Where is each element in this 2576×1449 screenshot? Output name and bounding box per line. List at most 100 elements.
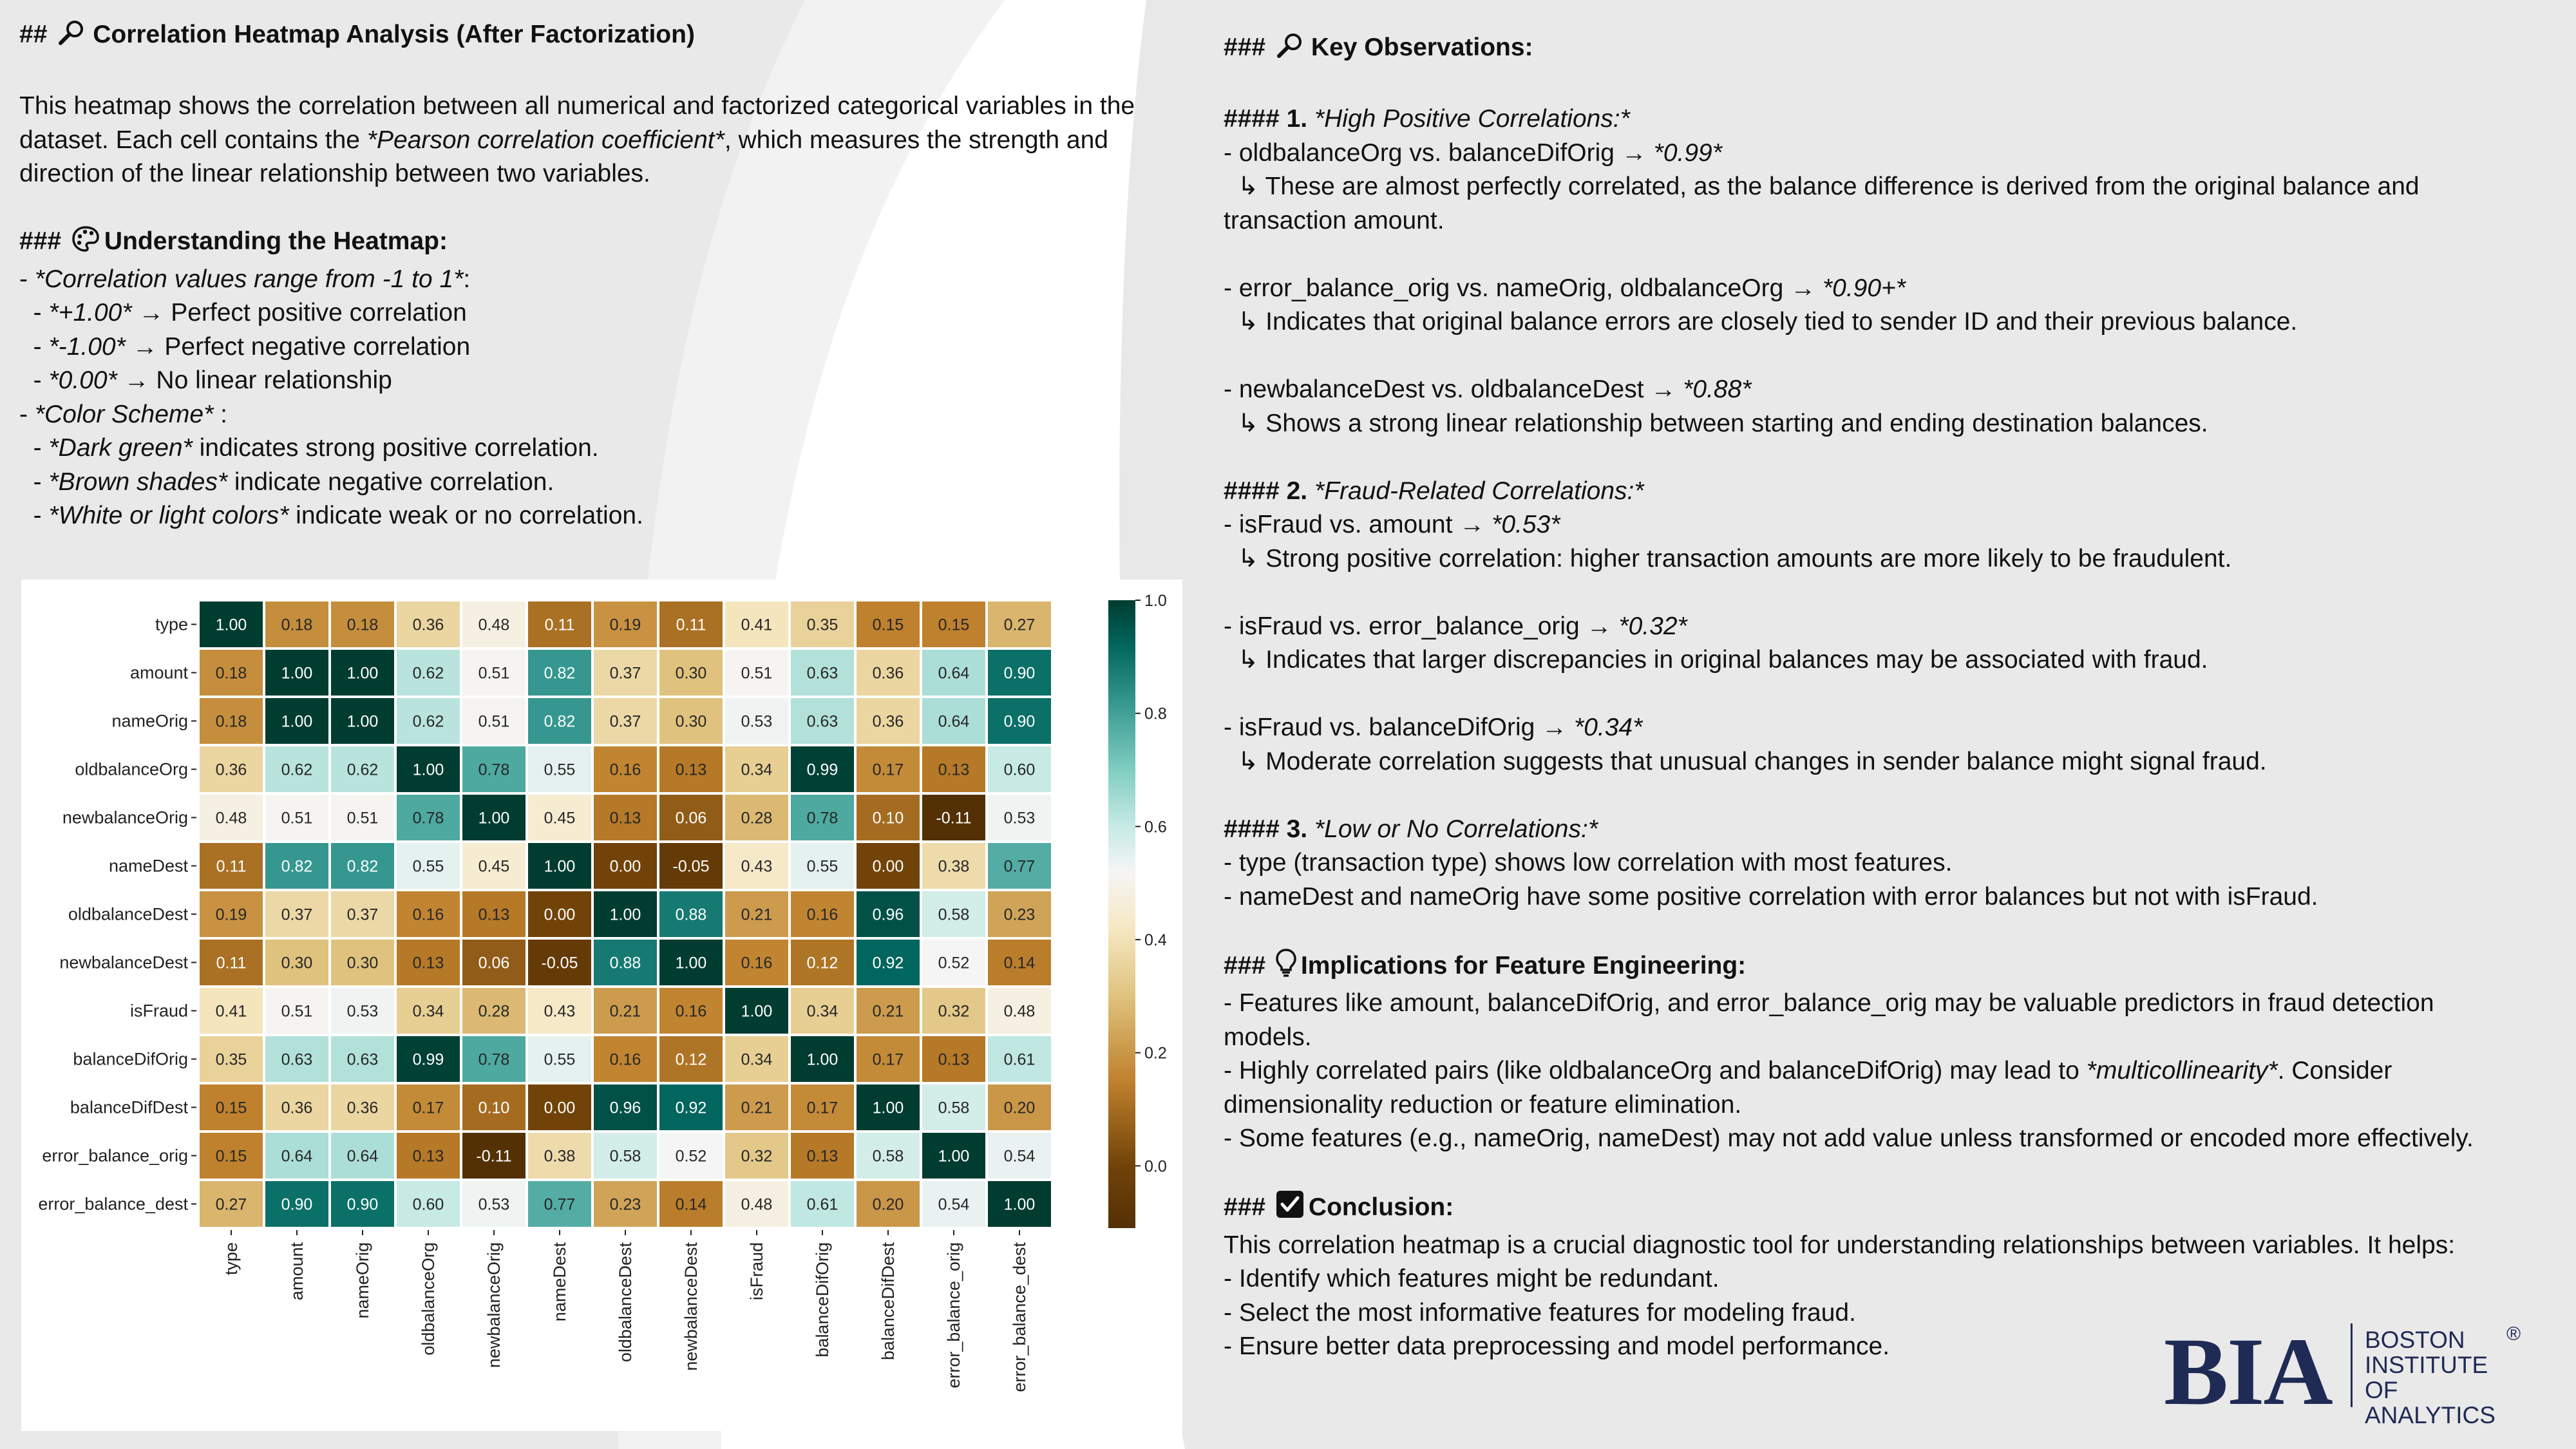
cell-value-label: 0.18 bbox=[216, 713, 247, 731]
cell-value-label: 0.36 bbox=[281, 1099, 313, 1117]
cell-value-label: 0.18 bbox=[347, 616, 379, 634]
cell-value-label: 1.00 bbox=[938, 1148, 970, 1166]
cell-value-label: 0.15 bbox=[216, 1148, 247, 1166]
heatmap-title-line: ## Correlation Heatmap Analysis (After F… bbox=[19, 18, 1191, 56]
conclusion-line-2: - Identify which features might be redun… bbox=[1224, 1265, 1719, 1293]
cell-value-label: 0.36 bbox=[413, 616, 444, 634]
logo-mark: BIA bbox=[2164, 1318, 2333, 1425]
cell-value-label: 0.16 bbox=[413, 906, 444, 924]
heatmap-cell bbox=[657, 599, 725, 650]
heatmap-cell bbox=[985, 744, 1054, 795]
cell-value-label: 0.10 bbox=[478, 1099, 510, 1117]
intro-line-2: dataset. Each cell contains the *Pearson… bbox=[19, 126, 1108, 154]
bullet-plus-one: - *+1.00* → Perfect positive correlation bbox=[19, 299, 467, 327]
x-tick-label: newbalanceOrig bbox=[484, 1242, 504, 1368]
cell-value-label: 0.16 bbox=[610, 1051, 641, 1069]
cell-value-label: 0.21 bbox=[873, 1003, 904, 1021]
conclusion-line-4: - Ensure better data preprocessing and m… bbox=[1224, 1332, 1890, 1360]
cell-value-label: 0.51 bbox=[281, 810, 313, 828]
heatmap-cell bbox=[526, 889, 594, 940]
x-tick-label: oldbalanceDest bbox=[616, 1242, 635, 1363]
s1-item-1-note: ↳ These are almost perfectly correlated,… bbox=[1224, 173, 2420, 200]
y-tick-label: balanceDifOrig bbox=[73, 1050, 188, 1069]
cell-value-label: 0.78 bbox=[807, 810, 838, 828]
cell-value-label: 0.64 bbox=[938, 713, 970, 731]
cell-value-label: 0.51 bbox=[478, 713, 510, 731]
cell-value-label: 1.00 bbox=[347, 665, 379, 683]
bullet-white: - *White or light colors* indicate weak … bbox=[19, 502, 643, 529]
cell-value-label: -0.05 bbox=[542, 954, 578, 972]
cell-value-label: 1.00 bbox=[676, 954, 707, 972]
cell-value-label: 0.62 bbox=[413, 665, 444, 683]
s1-item-3: - newbalanceDest vs. oldbalanceDest → *0… bbox=[1224, 375, 1752, 403]
cell-value-label: 0.78 bbox=[413, 810, 444, 828]
s1-item-2-note: ↳ Indicates that original balance errors… bbox=[1224, 308, 2298, 336]
x-tick-label: oldbalanceOrg bbox=[419, 1242, 438, 1356]
heatmap-cell bbox=[920, 599, 988, 650]
cell-value-label: 0.34 bbox=[807, 1003, 838, 1021]
cell-value-label: 0.53 bbox=[347, 1003, 379, 1021]
cell-value-label: 0.41 bbox=[216, 1003, 247, 1021]
heatmap-cell bbox=[854, 1130, 922, 1181]
cell-value-label: 0.23 bbox=[1004, 906, 1036, 924]
cell-value-label: -0.11 bbox=[476, 1148, 511, 1166]
cell-value-label: 0.00 bbox=[544, 1099, 576, 1117]
cell-value-label: 0.14 bbox=[1004, 954, 1036, 972]
cell-value-label: 0.18 bbox=[281, 616, 313, 634]
heatmap-cell bbox=[788, 647, 857, 698]
heatmap-cell bbox=[263, 1179, 331, 1229]
y-tick-label: nameDest bbox=[109, 857, 189, 876]
cell-value-label: 0.32 bbox=[938, 1003, 970, 1021]
cell-value-label: 0.82 bbox=[544, 665, 576, 683]
heatmap-cell bbox=[723, 1179, 791, 1229]
cell-value-label: 0.36 bbox=[347, 1099, 379, 1117]
heatmap-cell bbox=[328, 1082, 397, 1133]
cell-value-label: 0.96 bbox=[610, 1099, 641, 1117]
heatmap-cell bbox=[328, 840, 397, 891]
cell-value-label: 0.58 bbox=[938, 1099, 970, 1117]
cell-value-label: 0.77 bbox=[1004, 858, 1036, 876]
lightbulb-icon bbox=[1275, 948, 1297, 987]
cell-value-label: 0.38 bbox=[938, 858, 970, 876]
conclusion-line-1: This correlation heatmap is a crucial di… bbox=[1224, 1231, 2456, 1259]
section-2-heading: #### 2. *Fraud-Related Correlations:* bbox=[1224, 477, 1644, 505]
cell-value-label: 0.21 bbox=[741, 1099, 773, 1117]
cell-value-label: -0.11 bbox=[936, 810, 971, 828]
heatmap-cell bbox=[197, 1179, 265, 1229]
heatmap-cell bbox=[394, 1130, 462, 1181]
s1-item-2: - error_balance_orig vs. nameOrig, oldba… bbox=[1224, 274, 1906, 302]
cell-value-label: 0.30 bbox=[676, 713, 707, 731]
cell-value-label: 0.36 bbox=[873, 665, 904, 683]
heatmap-cell bbox=[197, 1082, 265, 1133]
bullet-range: - *Correlation values range from -1 to 1… bbox=[19, 265, 471, 293]
heatmap-cell bbox=[788, 889, 857, 940]
cell-value-label: 0.37 bbox=[610, 665, 641, 683]
heatmap-cell bbox=[854, 985, 922, 1036]
cell-value-label: 0.34 bbox=[741, 1051, 773, 1069]
cell-value-label: -0.05 bbox=[673, 858, 710, 876]
heatmap-cell bbox=[460, 599, 528, 650]
heatmap-cell bbox=[723, 792, 791, 843]
cell-value-label: 0.51 bbox=[281, 1003, 313, 1021]
logo-line-1: BOSTON bbox=[2365, 1327, 2465, 1353]
imp-item-2b: dimensionality reduction or feature elim… bbox=[1224, 1090, 1742, 1119]
cell-value-label: 0.13 bbox=[413, 1148, 444, 1166]
cell-value-label: 0.60 bbox=[1004, 761, 1036, 779]
heatmap-cell bbox=[723, 1130, 791, 1181]
colorbar bbox=[1108, 600, 1135, 1228]
heatmap-cell bbox=[197, 889, 265, 940]
heatmap-cell bbox=[460, 647, 528, 698]
colorbar-tick-label: 0.2 bbox=[1144, 1045, 1167, 1063]
heatmap-cell bbox=[197, 792, 265, 843]
cell-value-label: 0.13 bbox=[938, 1051, 970, 1069]
heatmap-cell bbox=[328, 937, 397, 988]
cell-value-label: 0.06 bbox=[676, 810, 707, 828]
heatmap-title: Correlation Heatmap Analysis (After Fact… bbox=[93, 21, 695, 48]
x-tick-label: amount bbox=[287, 1242, 307, 1301]
x-tick-label: nameDest bbox=[550, 1242, 569, 1322]
cell-value-label: 0.41 bbox=[741, 616, 773, 634]
heatmap-cell bbox=[985, 696, 1054, 746]
heatmap-cell bbox=[657, 985, 725, 1036]
s1-item-1: - oldbalanceOrg vs. balanceDifOrig → *0.… bbox=[1224, 138, 1722, 167]
cell-value-label: 0.62 bbox=[281, 761, 313, 779]
